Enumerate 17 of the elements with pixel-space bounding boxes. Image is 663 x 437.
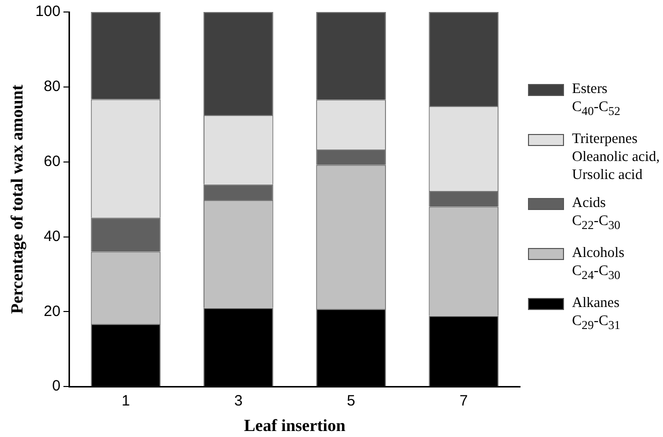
legend-label: Alcohols C$_{24}$-C$_{30}$ [572, 244, 624, 284]
y-tick-label: 20 [44, 302, 60, 320]
x-tick-label: 5 [346, 392, 356, 410]
y-tick-label: 40 [44, 228, 60, 245]
y-tick-label: 60 [44, 152, 60, 170]
legend-label: Triterpenes Oleanolic acid, Ursolic acid [572, 130, 660, 184]
legend-label: Acids C$_{22}$-C$_{30}$ [572, 194, 620, 234]
y-tick-label: 0 [52, 378, 60, 395]
y-tick-label: 80 [44, 78, 60, 96]
x-axis-title: Leaf insertion [244, 416, 346, 436]
x-tick-label: 1 [122, 392, 130, 410]
y-axis-title: Percentage of total wax amount [8, 84, 27, 314]
legend-label: Alkanes C$_{29}$-C$_{31}$ [572, 294, 620, 334]
x-tick-label: 7 [460, 392, 468, 410]
y-tick-label: 100 [35, 3, 60, 20]
legend-label: Esters C$_{40}$-C$_{52}$ [572, 80, 620, 120]
x-tick-label: 3 [234, 392, 243, 410]
